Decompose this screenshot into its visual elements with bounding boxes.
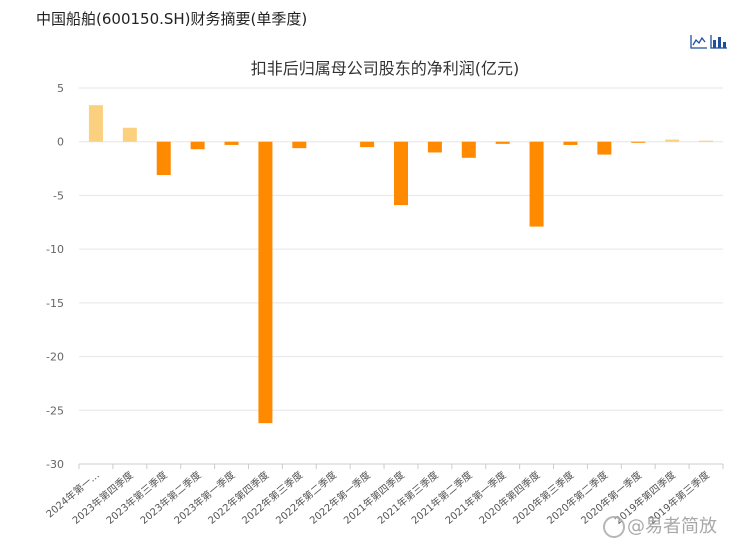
y-tick-label: -25 [46,404,64,417]
page-title: 中国船舶(600150.SH)财务摘要(单季度) [36,10,308,28]
watermark-text: @易者简放 [627,516,717,537]
bar[interactable] [156,141,171,176]
y-tick-label: 0 [57,136,64,149]
x-tick-label: 2022年第三季度 [239,468,305,526]
x-tick-label: 2022年第一季度 [307,468,373,526]
x-tick-label: 2022年第二季度 [273,468,339,526]
x-tick-label: 2021年第二季度 [409,468,475,526]
chart-title: 扣非后归属母公司股东的净利润(亿元) [251,59,520,78]
bar[interactable] [461,141,476,158]
bar[interactable] [563,141,578,145]
x-axis [78,463,724,469]
y-tick-label: -15 [46,297,64,310]
x-tick-label: 2023年第三季度 [104,468,170,526]
bar[interactable] [597,141,612,155]
bar[interactable] [427,141,442,153]
bar[interactable] [360,141,375,148]
x-tick-label: 2021年第一季度 [442,468,508,526]
x-tick-label: 2020年第四季度 [476,468,542,526]
bar[interactable] [258,141,273,424]
x-tick-label: 2023年第一季度 [171,468,237,526]
y-axis: 5 0 -5 -10 -15 -20 -25 -30 [46,82,64,471]
bar[interactable] [665,139,680,142]
bar[interactable] [88,105,103,142]
chart-toolbar [690,34,730,50]
line-chart-icon[interactable] [690,34,708,50]
bar[interactable] [190,141,205,150]
x-tick-label: 2021年第四季度 [341,468,407,526]
bar-chart-icon[interactable] [710,34,728,50]
bar[interactable] [495,141,510,144]
x-tick-label: 2023年第二季度 [137,468,203,526]
weibo-logo-icon [603,516,625,538]
x-tick-label: 2021年第三季度 [375,468,441,526]
bar[interactable] [122,127,137,142]
bar[interactable] [529,141,544,227]
bars [88,105,714,424]
bar[interactable] [394,141,408,206]
x-tick-label: 2020年第三季度 [510,468,576,526]
bar[interactable] [224,141,239,145]
y-tick-label: -20 [46,351,64,364]
bar[interactable] [631,141,646,143]
y-tick-label: -30 [46,458,64,471]
x-tick-label: 2023年第四季度 [70,468,136,526]
bar[interactable] [292,141,307,149]
watermark: @易者简放 [603,512,717,538]
y-tick-label: 5 [57,82,64,95]
x-tick-label: 2022年第四季度 [205,468,271,526]
y-tick-label: -10 [46,243,64,256]
bar[interactable] [699,140,714,142]
y-tick-label: -5 [53,189,64,202]
x-tick-label: 2020年第二季度 [544,468,610,526]
